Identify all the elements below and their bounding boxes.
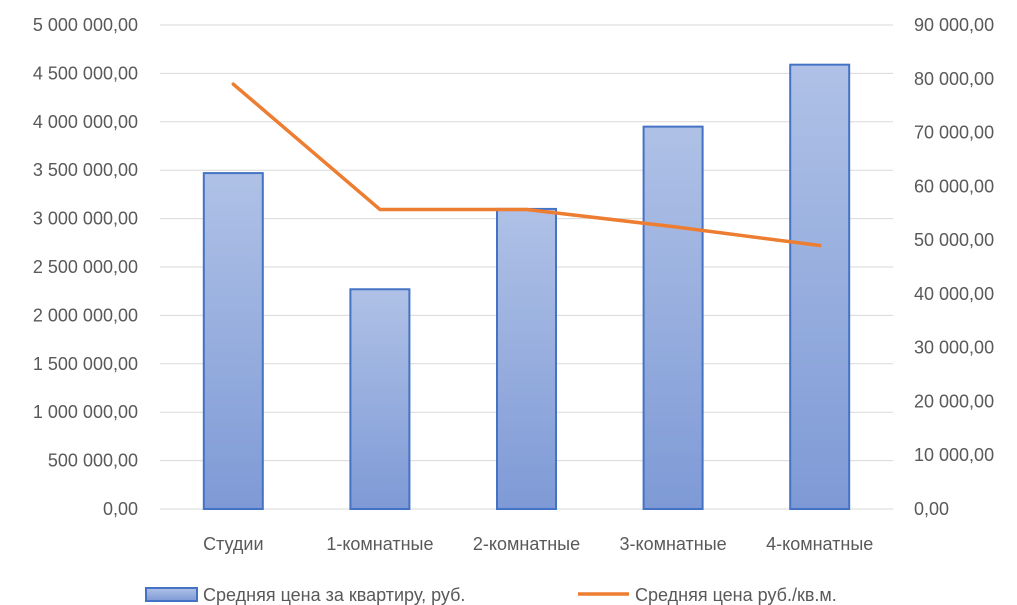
legend-label-line: Средняя цена руб./кв.м. [635, 585, 837, 605]
x-tick-label: 3-комнатные [620, 534, 727, 554]
left-axis-ticks: 0,00 500 000,00 1 000 000,00 1 500 000,00 2 … [33, 15, 138, 519]
right-axis-ticks: 0,00 10 000,00 20 000,00 30 000,00 40 000,00… [914, 15, 994, 519]
legend-swatch-bar [145, 587, 198, 602]
left-tick-label: 0,00 [103, 499, 138, 519]
right-tick-label: 10 000,00 [914, 445, 994, 465]
right-tick-label: 70 000,00 [914, 123, 994, 143]
right-tick-label: 60 000,00 [914, 176, 994, 196]
left-tick-label: 4 000 000,00 [33, 112, 138, 132]
bar-series [202, 63, 851, 511]
right-tick-label: 50 000,00 [914, 230, 994, 250]
bar [349, 288, 411, 510]
x-axis-ticks: Студии 1-комнатные 2-комнатные 3-комнатные 4… [203, 534, 873, 554]
bar [789, 63, 851, 511]
legend: Средняя цена за квартиру, руб. Средняя це… [145, 585, 837, 605]
bar [496, 207, 557, 510]
left-tick-label: 4 500 000,00 [33, 63, 138, 83]
bar [642, 125, 704, 510]
x-tick-label: 1-комнатные [326, 534, 433, 554]
left-tick-label: 1 000 000,00 [33, 402, 138, 422]
left-tick-label: 500 000,00 [48, 451, 138, 471]
x-tick-label: 4-комнатные [766, 534, 873, 554]
left-tick-label: 2 500 000,00 [33, 257, 138, 277]
right-tick-label: 90 000,00 [914, 15, 994, 35]
legend-label-bar: Средняя цена за квартиру, руб. [203, 585, 465, 605]
right-tick-label: 30 000,00 [914, 338, 994, 358]
line-series [231, 82, 822, 248]
x-tick-label: Студии [203, 534, 263, 554]
right-tick-label: 40 000,00 [914, 284, 994, 304]
right-tick-label: 0,00 [914, 499, 949, 519]
right-tick-label: 80 000,00 [914, 69, 994, 89]
right-tick-label: 20 000,00 [914, 391, 994, 411]
left-tick-label: 3 000 000,00 [33, 209, 138, 229]
x-tick-label: 2-комнатные [473, 534, 580, 554]
bar [202, 172, 264, 510]
left-tick-label: 2 000 000,00 [33, 305, 138, 325]
left-tick-label: 1 500 000,00 [33, 354, 138, 374]
left-tick-label: 5 000 000,00 [33, 15, 138, 35]
left-tick-label: 3 500 000,00 [33, 160, 138, 180]
